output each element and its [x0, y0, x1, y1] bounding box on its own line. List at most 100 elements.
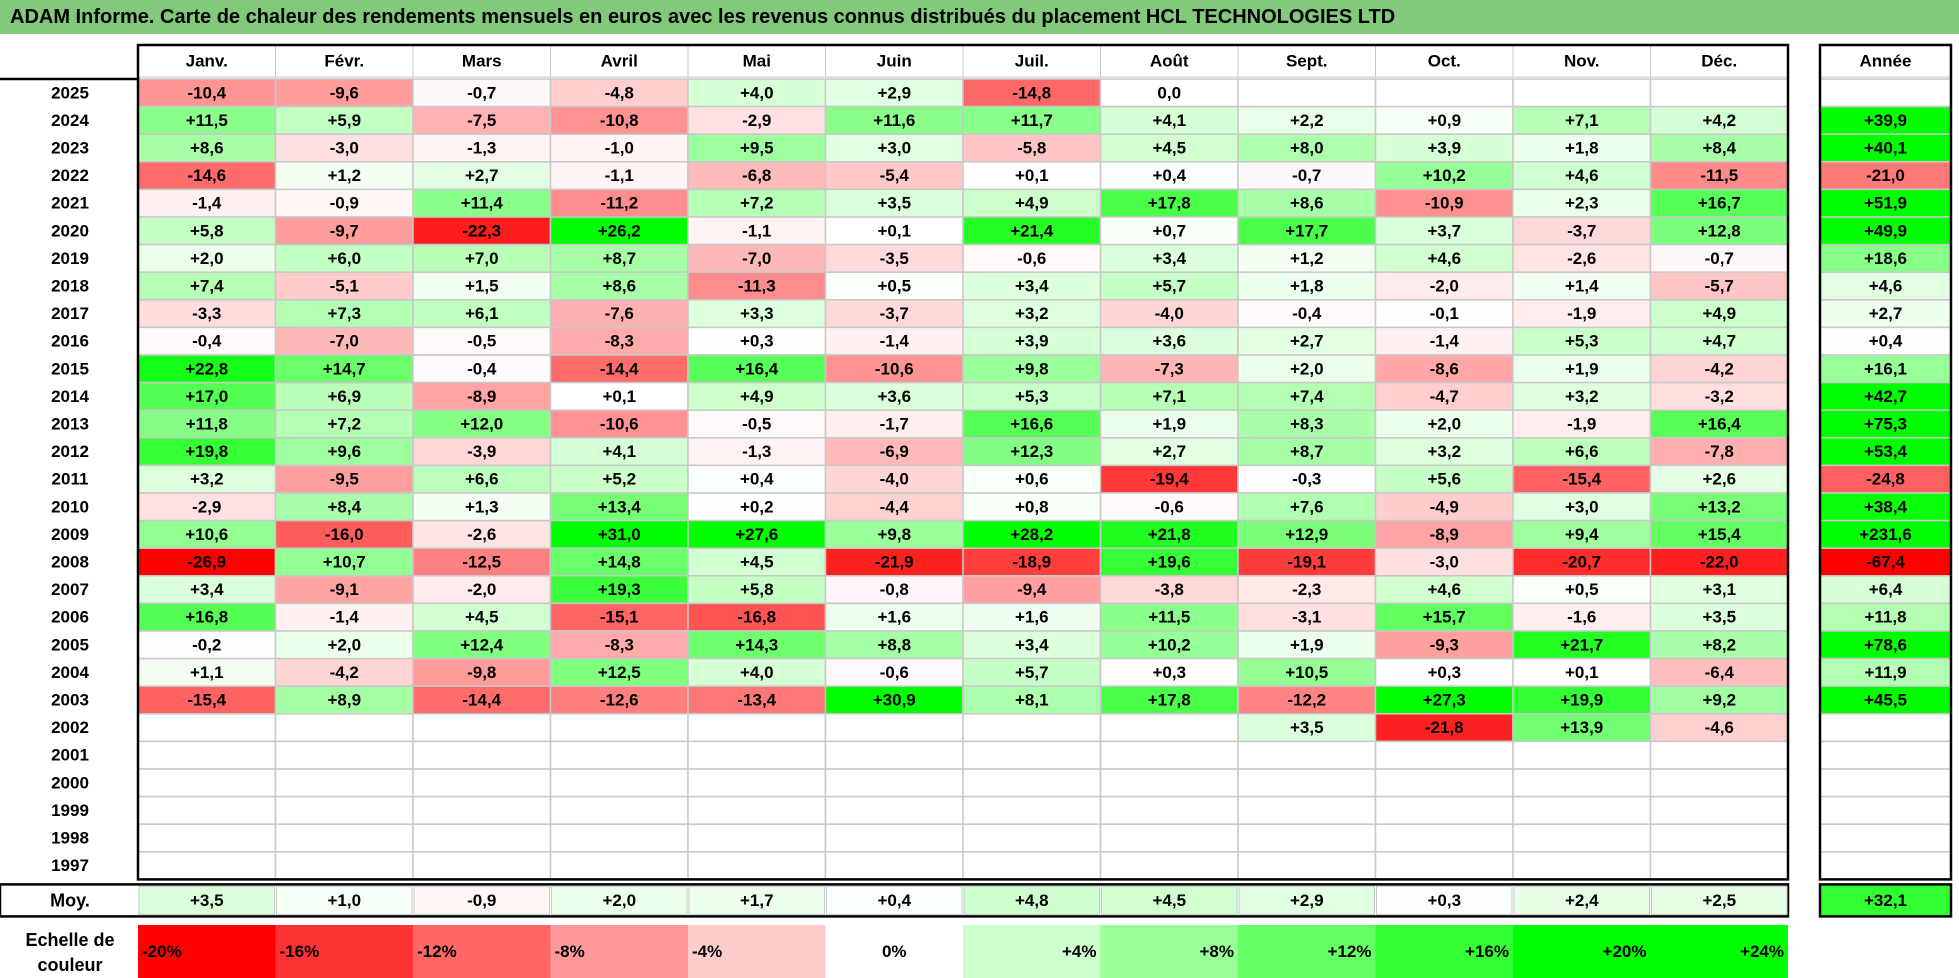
heatmap-cell [1649, 795, 1789, 825]
heatmap-cell [1237, 243, 1377, 273]
heatmap-cell [1649, 299, 1789, 329]
heatmap-cell [824, 630, 964, 660]
year-label: 2006 [51, 608, 89, 627]
heatmap-cell [274, 105, 414, 135]
cell-value: +2,0 [190, 249, 224, 268]
cell-value: -3,7 [1567, 221, 1596, 240]
heatmap-cell [962, 740, 1102, 770]
cell-value: -1,7 [880, 415, 909, 434]
cell-value: +7,2 [327, 415, 361, 434]
heatmap-cell [824, 657, 964, 687]
year-label: 2001 [51, 746, 89, 765]
cell-value: +7,2 [740, 194, 774, 213]
heatmap-cell [824, 492, 964, 522]
heatmap-cell [549, 326, 689, 356]
annual-value: +11,8 [1864, 608, 1906, 627]
month-header-11: Nov. [1564, 52, 1600, 71]
cell-value: +17,8 [1148, 194, 1191, 213]
heatmap-cell [412, 547, 552, 577]
heatmap-cell [1374, 547, 1514, 577]
cell-value: +0,1 [1015, 166, 1049, 185]
cell-value: -18,9 [1012, 553, 1051, 572]
month-header-5: Mai [743, 52, 771, 71]
average-value: -0,9 [467, 891, 496, 910]
heatmap-cell [687, 161, 827, 191]
annual-value: +40,1 [1864, 139, 1907, 158]
heatmap-cell [274, 299, 414, 329]
cell-value: +5,7 [1015, 663, 1049, 682]
cell-value: -4,0 [1155, 304, 1184, 323]
heatmap-cell [1374, 851, 1514, 881]
heatmap-cell [824, 437, 964, 467]
average-value: +2,0 [602, 891, 636, 910]
cell-value: +8,8 [877, 635, 911, 654]
month-header-3: Mars [462, 52, 502, 71]
annual-cell [1819, 105, 1952, 135]
cell-value: +6,1 [465, 304, 499, 323]
annual-header: Année [1860, 52, 1912, 71]
heatmap-cell [1649, 161, 1789, 191]
heatmap-cell [1374, 437, 1514, 467]
heatmap-cell [1649, 630, 1789, 660]
heatmap-cell [1512, 851, 1652, 881]
cell-value: -9,7 [330, 221, 359, 240]
heatmap-cell [1649, 657, 1789, 687]
heatmap-cell [1237, 685, 1377, 715]
cell-value: -8,6 [1430, 359, 1459, 378]
cell-value: -2,9 [742, 111, 771, 130]
month-header-9: Sept. [1286, 52, 1328, 71]
heatmap-cell [962, 795, 1102, 825]
heatmap-cell [1512, 381, 1652, 411]
heatmap-cell [962, 657, 1102, 687]
cell-value: +0,4 [740, 470, 774, 489]
year-label: 2009 [51, 525, 89, 544]
cell-value: -1,4 [192, 194, 222, 213]
heatmap-cell [962, 602, 1102, 632]
heatmap-cell [687, 271, 827, 301]
cell-value: +1,9 [1152, 415, 1186, 434]
heatmap-cell [1099, 381, 1239, 411]
heatmap-cell [137, 823, 277, 853]
heatmap-cell [1237, 437, 1377, 467]
cell-value: -10,9 [1425, 194, 1464, 213]
cell-value: -15,1 [600, 608, 639, 627]
scale-swatch [1238, 925, 1376, 978]
cell-value: +19,6 [1148, 553, 1191, 572]
cell-value: +4,6 [1427, 580, 1461, 599]
cell-value: +7,1 [1152, 387, 1186, 406]
cell-value: +8,3 [1290, 415, 1324, 434]
heatmap-cell [137, 133, 277, 163]
cell-value: -0,7 [467, 83, 496, 102]
heatmap-cell [824, 713, 964, 743]
cell-value: -0,1 [1430, 304, 1459, 323]
cell-value: +2,3 [1565, 194, 1599, 213]
cell-value: +0,1 [1565, 663, 1599, 682]
heatmap-cell [962, 161, 1102, 191]
cell-value: +2,0 [327, 635, 361, 654]
cell-value: +16,4 [735, 359, 779, 378]
cell-value: -2,6 [1567, 249, 1596, 268]
cell-value: +17,7 [1285, 221, 1328, 240]
heatmap-cell [137, 161, 277, 191]
heatmap-cell [1099, 740, 1239, 770]
year-label: 2016 [51, 332, 89, 351]
cell-value: -19,4 [1150, 470, 1189, 489]
cell-value: -26,9 [187, 553, 226, 572]
cell-value: +12,4 [460, 635, 504, 654]
heatmap-cell [549, 492, 689, 522]
average-value: +4,8 [1015, 891, 1049, 910]
cell-value: +3,0 [1565, 497, 1599, 516]
cell-value: +11,7 [1011, 111, 1053, 130]
cell-value: +10,2 [1148, 635, 1191, 654]
month-header-cell [1375, 44, 1514, 78]
cell-value: +1,9 [1290, 635, 1324, 654]
heatmap-cell [137, 519, 277, 549]
cell-value: +6,6 [465, 470, 499, 489]
cell-value: +1,2 [1290, 249, 1324, 268]
scale-label: -4% [692, 942, 722, 961]
cell-value: +21,7 [1560, 635, 1603, 654]
year-label: 1997 [51, 856, 89, 875]
cell-value: +5,2 [602, 470, 636, 489]
average-label: Moy. [50, 890, 90, 910]
month-header-1: Janv. [186, 52, 228, 71]
